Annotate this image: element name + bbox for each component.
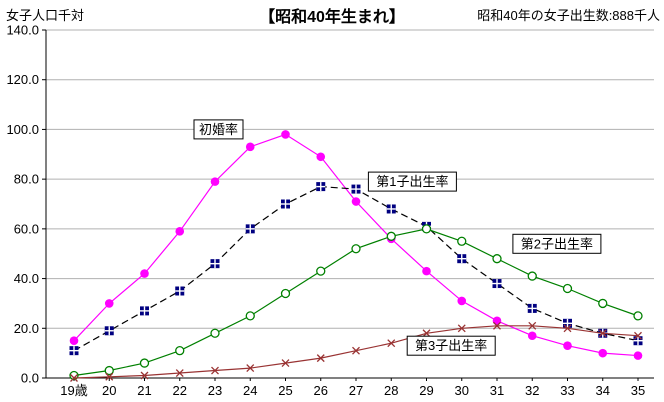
marker-dot — [422, 266, 431, 276]
series-label-text: 第3子出生率 — [415, 338, 487, 353]
marker-x — [528, 321, 537, 330]
marker-open-circle — [245, 311, 255, 321]
marker-open-circle — [280, 288, 291, 299]
x-tick-label: 23 — [208, 383, 222, 398]
y-tick-label: 100.0 — [6, 122, 39, 137]
marker-open-circle — [457, 236, 467, 246]
marker-dot — [633, 351, 643, 360]
y-tick-label: 20.0 — [14, 321, 39, 336]
marker-dot — [140, 269, 149, 278]
marker-open-circle — [386, 231, 396, 241]
marker-open-circle — [316, 266, 326, 276]
marker-x — [281, 359, 290, 368]
x-tick-label: 21 — [137, 383, 151, 398]
marker-open-circle — [175, 346, 185, 356]
x-tick-label: 28 — [384, 383, 398, 398]
marker-open-circle — [492, 254, 502, 264]
marker-dot — [527, 331, 537, 341]
series-markers-first-child-birth-rate — [69, 182, 643, 356]
marker-open-circle — [598, 298, 608, 309]
series-label-box — [512, 233, 602, 254]
marker-x — [316, 354, 325, 363]
marker-x — [387, 339, 396, 348]
y-tick-label: 80.0 — [14, 172, 39, 187]
x-tick-label: 33 — [560, 383, 574, 398]
marker-x — [634, 331, 642, 340]
marker-open-circle — [527, 271, 537, 281]
x-tick-label: 22 — [173, 383, 187, 398]
marker-dot — [598, 348, 608, 358]
x-tick-label: 30 — [455, 383, 469, 398]
x-tick-label: 25 — [278, 383, 292, 398]
marker-open-circle — [562, 283, 573, 294]
marker-dot — [245, 142, 255, 152]
marker-dot — [492, 316, 502, 326]
marker-x — [246, 364, 255, 373]
marker-dot — [563, 341, 572, 350]
marker-x — [175, 369, 184, 377]
x-tick-label: 32 — [525, 383, 539, 398]
series-markers-second-child-birth-rate — [69, 224, 643, 381]
marker-x — [422, 329, 431, 338]
y-tick-label: 40.0 — [14, 271, 39, 286]
series-label-0: 初婚率 — [193, 119, 244, 140]
marker-dot — [351, 197, 361, 206]
marker-x — [493, 321, 501, 330]
x-tick-label: 27 — [349, 383, 363, 398]
marker-open-circle — [104, 365, 114, 376]
marker-open-circle — [633, 311, 643, 321]
series-label-box — [406, 335, 496, 356]
x-tick-label: 20 — [102, 383, 116, 398]
series-label-2: 第2子出生率 — [512, 233, 602, 254]
y-tick-label: 60.0 — [14, 221, 39, 236]
marker-x — [211, 366, 219, 375]
marker-dot — [69, 336, 79, 346]
marker-dot — [457, 296, 467, 306]
marker-dot — [281, 130, 290, 139]
marker-open-circle — [351, 244, 361, 254]
y-tick-label: 140.0 — [6, 23, 39, 38]
chart-title: 【昭和40年生まれ】 — [259, 9, 405, 26]
marker-x — [352, 346, 360, 355]
series-label-text: 第1子出生率 — [376, 174, 448, 189]
x-tick-label: 26 — [314, 383, 328, 398]
series-label-box — [193, 119, 244, 140]
marker-x — [70, 374, 78, 382]
series-line-third-child-birth-rate — [73, 325, 639, 379]
marker-x — [105, 372, 114, 381]
marker-open-circle — [139, 358, 150, 368]
series-line-first-child-birth-rate — [73, 185, 639, 352]
marker-x — [457, 324, 466, 333]
marker-open-circle — [421, 224, 432, 234]
series-label-3: 第3子出生率 — [406, 335, 496, 356]
x-tick-label: 31 — [490, 383, 504, 398]
y-tick-label: 0.0 — [21, 371, 39, 386]
series-label-box — [367, 171, 457, 192]
marker-x — [598, 329, 607, 338]
chart-subtitle: 昭和40年の女子出生数:888千人 — [477, 8, 660, 23]
y-axis-unit-label: 女子人口千対 — [6, 8, 85, 23]
marker-x — [140, 371, 149, 380]
x-tick-label: 19歳 — [60, 383, 87, 398]
marker-dot — [104, 299, 114, 308]
marker-open-circle — [210, 328, 220, 338]
y-tick-label: 120.0 — [6, 72, 39, 87]
series-label-text: 初婚率 — [199, 122, 238, 137]
x-tick-label: 35 — [631, 383, 645, 398]
series-markers-third-child-birth-rate — [70, 321, 642, 382]
series-label-text: 第2子出生率 — [521, 236, 593, 251]
marker-dot — [316, 152, 326, 162]
marker-x — [563, 324, 572, 333]
x-tick-label: 24 — [243, 383, 257, 398]
marker-dot — [175, 227, 185, 236]
series-label-1: 第1子出生率 — [367, 171, 457, 192]
marker-dot — [210, 177, 220, 186]
x-tick-label: 34 — [596, 383, 610, 398]
x-tick-label: 29 — [419, 383, 433, 398]
